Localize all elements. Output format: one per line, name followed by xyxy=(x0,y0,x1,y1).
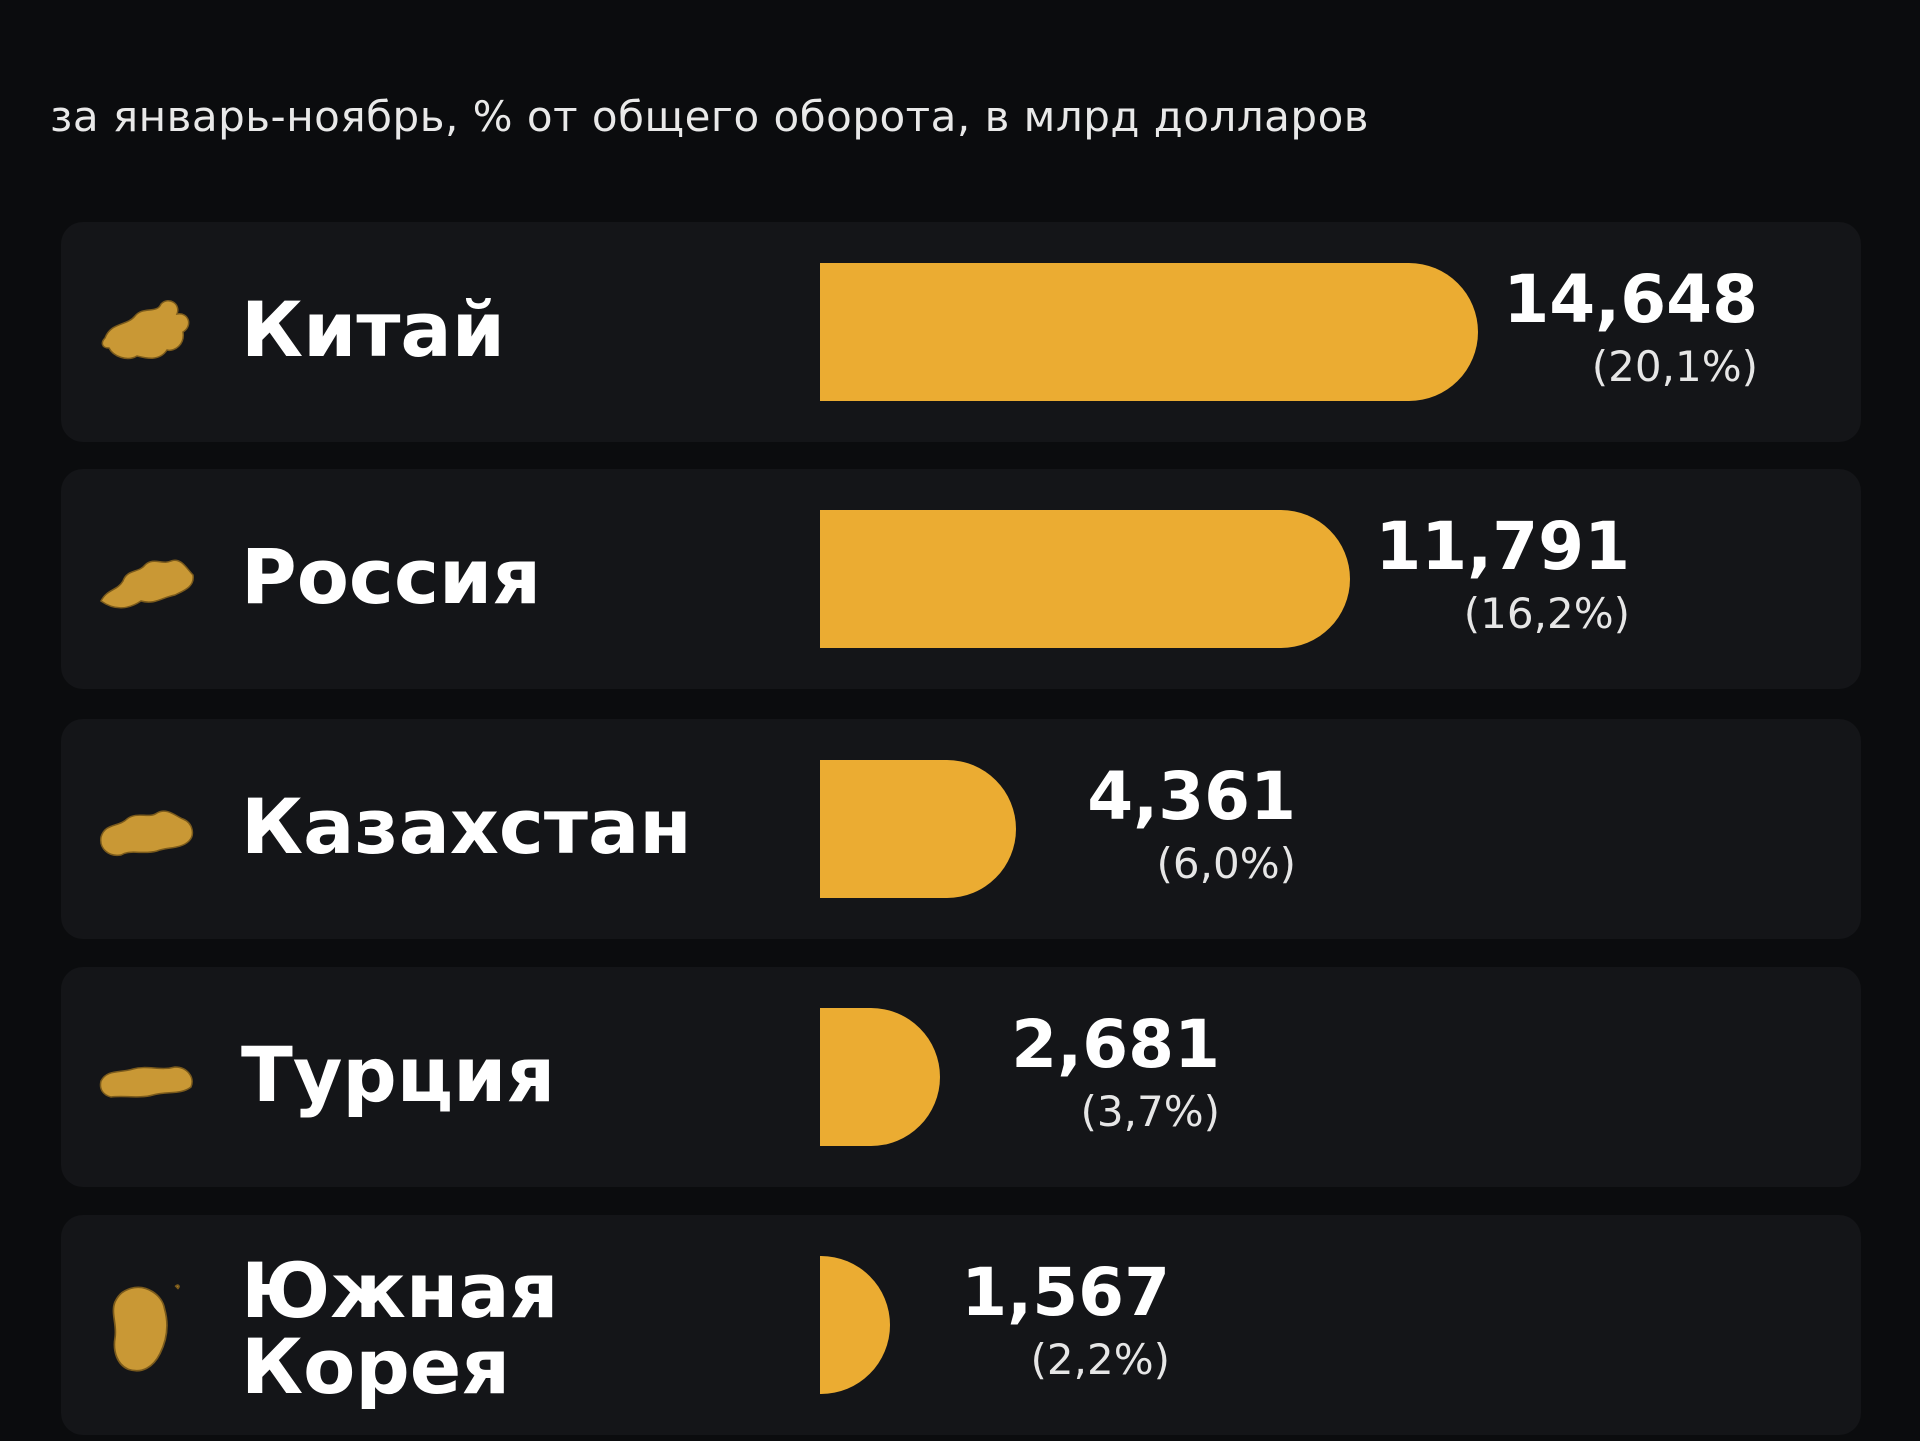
turkey-map-icon xyxy=(97,1032,197,1122)
category-label: Россия xyxy=(241,532,542,621)
percent-label: (6,0%) xyxy=(1156,839,1296,888)
category-label: Южная Корея xyxy=(241,1253,558,1405)
chart-row: Южная Корея 1,567 (2,2%) xyxy=(61,1215,1861,1435)
south-korea-map-icon xyxy=(97,1270,187,1390)
category-label: Турция xyxy=(241,1030,556,1119)
china-map-icon xyxy=(97,287,197,377)
value-label: 14,648 xyxy=(1503,261,1758,338)
category-label: Китай xyxy=(241,285,505,374)
chart-row: Китай 14,648 (20,1%) xyxy=(61,222,1861,442)
bar xyxy=(820,510,1350,648)
kazakhstan-map-icon xyxy=(97,784,197,874)
russia-map-icon xyxy=(97,534,197,624)
value-label: 1,567 xyxy=(961,1254,1170,1331)
bar xyxy=(820,1008,940,1146)
percent-label: (16,2%) xyxy=(1463,589,1630,638)
percent-label: (20,1%) xyxy=(1591,342,1758,391)
value-label: 11,791 xyxy=(1375,508,1630,585)
percent-label: (3,7%) xyxy=(1080,1087,1220,1136)
chart-row: Турция 2,681 (3,7%) xyxy=(61,967,1861,1187)
category-label: Казахстан xyxy=(241,782,692,871)
chart-subtitle: за январь-ноябрь, % от общего оборота, в… xyxy=(50,92,1370,141)
chart-row: Казахстан 4,361 (6,0%) xyxy=(61,719,1861,939)
percent-label: (2,2%) xyxy=(1030,1335,1170,1384)
chart-row: Россия 11,791 (16,2%) xyxy=(61,469,1861,689)
value-label: 4,361 xyxy=(1087,758,1296,835)
bar xyxy=(820,760,1016,898)
value-label: 2,681 xyxy=(1011,1006,1220,1083)
category-label-line: Корея xyxy=(241,1322,511,1411)
bar xyxy=(820,263,1478,401)
category-label-line: Южная xyxy=(241,1246,559,1335)
